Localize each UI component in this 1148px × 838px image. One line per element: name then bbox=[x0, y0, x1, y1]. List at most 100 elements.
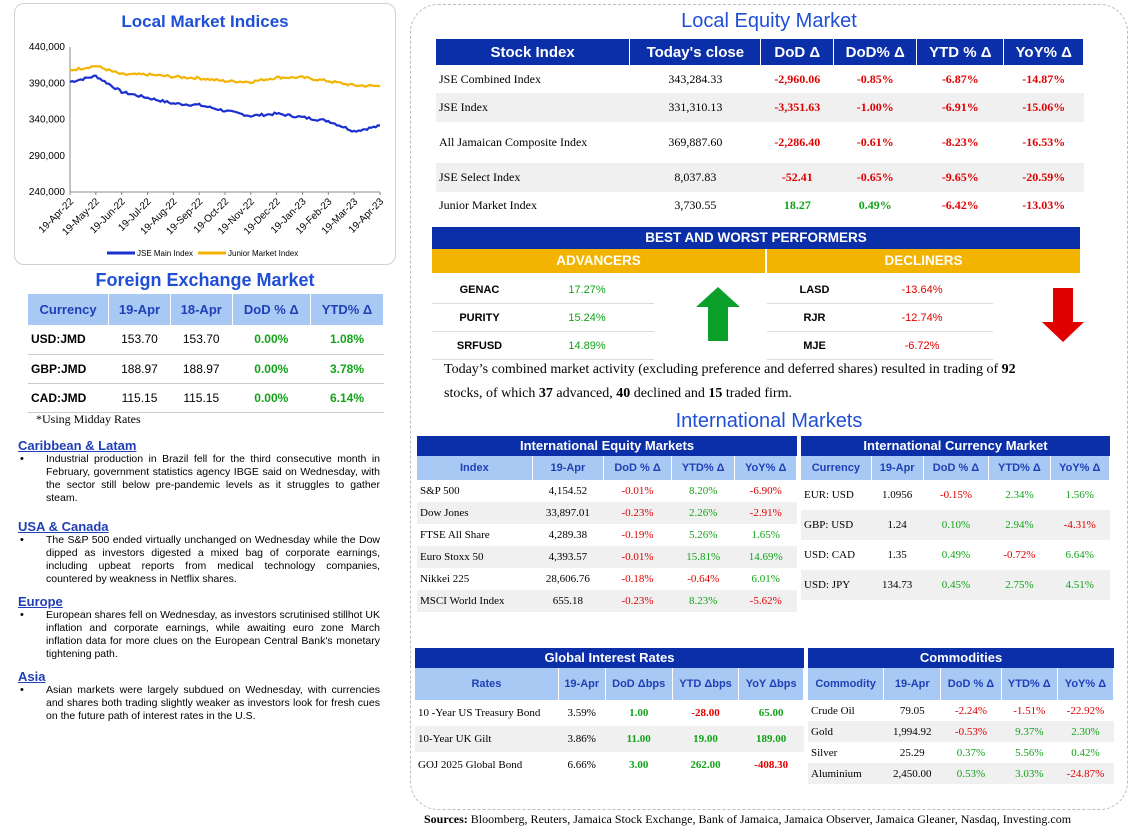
cell-value: -0.72% bbox=[1003, 549, 1036, 561]
row-label: GBP:JMD bbox=[31, 361, 87, 376]
row-label: Junior Market Index bbox=[439, 198, 537, 212]
cell-value: -28.00 bbox=[691, 707, 720, 719]
decliner-row: LASD -13.64% bbox=[767, 276, 993, 304]
commodities-table: Commodity 19-Apr DoD % Δ YTD% Δ YoY% Δ Crude… bbox=[808, 668, 1115, 784]
cell-value: -0.23% bbox=[621, 595, 654, 607]
cell-value: 33,897.01 bbox=[545, 507, 590, 519]
row-label: Silver bbox=[811, 746, 838, 759]
stock-symbol: RJR bbox=[803, 311, 826, 324]
cell-value: 153.70 bbox=[121, 332, 158, 347]
row-label: Gold bbox=[811, 725, 833, 738]
row-label: CAD:JMD bbox=[31, 390, 87, 405]
table-row: USD: CAD 1.35 0.49% -0.72% 6.64% bbox=[801, 540, 1110, 570]
col-header: YoY% Δ bbox=[1050, 456, 1111, 480]
cell-value: 14.69% bbox=[748, 551, 783, 563]
row-label: MSCI World Index bbox=[420, 595, 505, 607]
cell-value: -9.65% bbox=[941, 170, 979, 184]
col-header: DoD Δbps bbox=[605, 668, 673, 700]
y-tick-label: 290,000 bbox=[29, 151, 66, 162]
cell-value: 2.30% bbox=[1071, 725, 1100, 738]
cell-value: -5.62% bbox=[749, 595, 782, 607]
table-row: JSE Index 331,310.13 -3,351.63 -1.00% -6.91%… bbox=[436, 93, 1084, 122]
cell-value: 0.49% bbox=[941, 549, 971, 561]
cell-value: 2.75% bbox=[1005, 579, 1034, 591]
decliners-list: LASD -13.64% RJR -12.74% MJE -6.72% bbox=[767, 276, 993, 360]
col-header: DoD % Δ bbox=[603, 456, 673, 480]
table-row: CAD:JMD 115.15 115.15 0.00% 6.14% bbox=[28, 383, 384, 412]
cell-value: 2.26% bbox=[689, 507, 718, 519]
cell-value: 65.00 bbox=[758, 707, 784, 719]
fx-title: Foreign Exchange Market bbox=[95, 270, 315, 290]
cell-value: 5.26% bbox=[689, 529, 718, 541]
news-heading[interactable]: USA & Canada bbox=[18, 519, 109, 534]
cell-value: 0.53% bbox=[956, 767, 986, 780]
cell-value: -6.91% bbox=[941, 100, 979, 114]
cell-value: 1.0956 bbox=[882, 489, 913, 501]
table-row: Dow Jones 33,897.01 -0.23% 2.26% -2.91% bbox=[417, 502, 797, 524]
cell-value: 115.15 bbox=[183, 390, 220, 405]
cell-value: -408.30 bbox=[754, 759, 789, 771]
table-row: JSE Select Index 8,037.83 -52.41 -0.65% -9.6… bbox=[436, 163, 1084, 192]
col-header: YoY% Δ bbox=[734, 456, 797, 480]
right-panel-border bbox=[410, 4, 1128, 810]
stock-change: -13.64% bbox=[901, 283, 943, 296]
cell-value: 189.00 bbox=[756, 733, 787, 745]
cell-value: 369,887.60 bbox=[668, 135, 723, 149]
stock-symbol: GENAC bbox=[459, 283, 500, 296]
col-header: DoD Δ bbox=[760, 39, 835, 65]
col-header: 19-Apr bbox=[871, 456, 924, 480]
stock-change: -12.74% bbox=[901, 311, 943, 324]
table-row: Nikkei 225 28,606.76 -0.18% -0.64% 6.01% bbox=[417, 568, 797, 590]
intl-title: International Markets bbox=[675, 410, 863, 432]
col-header: YTD% Δ bbox=[1001, 668, 1058, 700]
cell-value: 6.01% bbox=[751, 573, 780, 585]
stock-change: -6.72% bbox=[904, 339, 940, 352]
cell-value: -0.61% bbox=[856, 135, 894, 149]
cell-value: 8.23% bbox=[689, 595, 718, 607]
cell-value: -6.42% bbox=[941, 198, 979, 212]
table-row: GOJ 2025 Global Bond 6.66% 3.00 262.00 -408.… bbox=[415, 752, 804, 778]
cell-value: -13.03% bbox=[1022, 198, 1066, 212]
table-row: EUR: USD 1.0956 -0.15% 2.34% 1.56% bbox=[801, 480, 1110, 510]
cell-value: -0.01% bbox=[621, 551, 654, 563]
cell-value: 262.00 bbox=[690, 759, 721, 771]
col-header: Currency bbox=[801, 456, 872, 480]
legend-label: Junior Market Index bbox=[228, 249, 298, 258]
cell-value: 3.78% bbox=[330, 361, 365, 376]
col-header: DoD % Δ bbox=[940, 668, 1002, 700]
cell-value: -0.65% bbox=[856, 170, 894, 184]
legend-label: JSE Main Index bbox=[137, 249, 193, 258]
cell-value: 6.66% bbox=[567, 759, 596, 771]
advancer-row: SRFUSD 14.89% bbox=[432, 332, 654, 360]
col-header: DoD % Δ bbox=[923, 456, 990, 480]
table-row: GBP:JMD 188.97 188.97 0.00% 3.78% bbox=[28, 354, 384, 383]
cell-value: 1.00 bbox=[629, 707, 649, 719]
news-section: Caribbean & LatamIndustrial production i… bbox=[18, 432, 380, 731]
news-heading[interactable]: Asia bbox=[18, 669, 46, 684]
cell-value: 18.27 bbox=[783, 198, 811, 212]
col-header: DoD% Δ bbox=[833, 39, 918, 65]
row-label: JSE Combined Index bbox=[439, 71, 541, 86]
rates-title: Global Interest Rates bbox=[415, 648, 804, 668]
y-tick-label: 440,000 bbox=[29, 42, 66, 53]
stock-change: 15.24% bbox=[568, 311, 606, 324]
cell-value: -2,286.40 bbox=[774, 135, 821, 149]
news-heading[interactable]: Caribbean & Latam bbox=[18, 438, 137, 453]
stock-symbol: SRFUSD bbox=[456, 339, 503, 352]
y-tick-label: 340,000 bbox=[29, 115, 66, 126]
decliners-label: DECLINERS bbox=[767, 249, 1080, 273]
row-label: S&P 500 bbox=[420, 485, 460, 497]
cell-value: -2.91% bbox=[749, 507, 782, 519]
table-row: Junior Market Index 3,730.55 18.27 0.49% -6.… bbox=[436, 192, 1084, 219]
cell-value: 3.00 bbox=[629, 759, 649, 771]
cell-value: -2,960.06 bbox=[774, 71, 821, 86]
cell-value: -14.87% bbox=[1022, 71, 1066, 86]
row-label: Aluminium bbox=[811, 767, 862, 780]
cell-value: 4,289.38 bbox=[548, 529, 588, 541]
row-label: JSE Index bbox=[439, 100, 488, 114]
table-row: USD: JPY 134.73 0.45% 2.75% 4.51% bbox=[801, 570, 1110, 600]
col-header: 19-Apr bbox=[558, 668, 606, 700]
commodities-title: Commodities bbox=[808, 648, 1114, 668]
col-header: YoY Δbps bbox=[738, 668, 804, 700]
news-heading[interactable]: Europe bbox=[18, 594, 63, 609]
